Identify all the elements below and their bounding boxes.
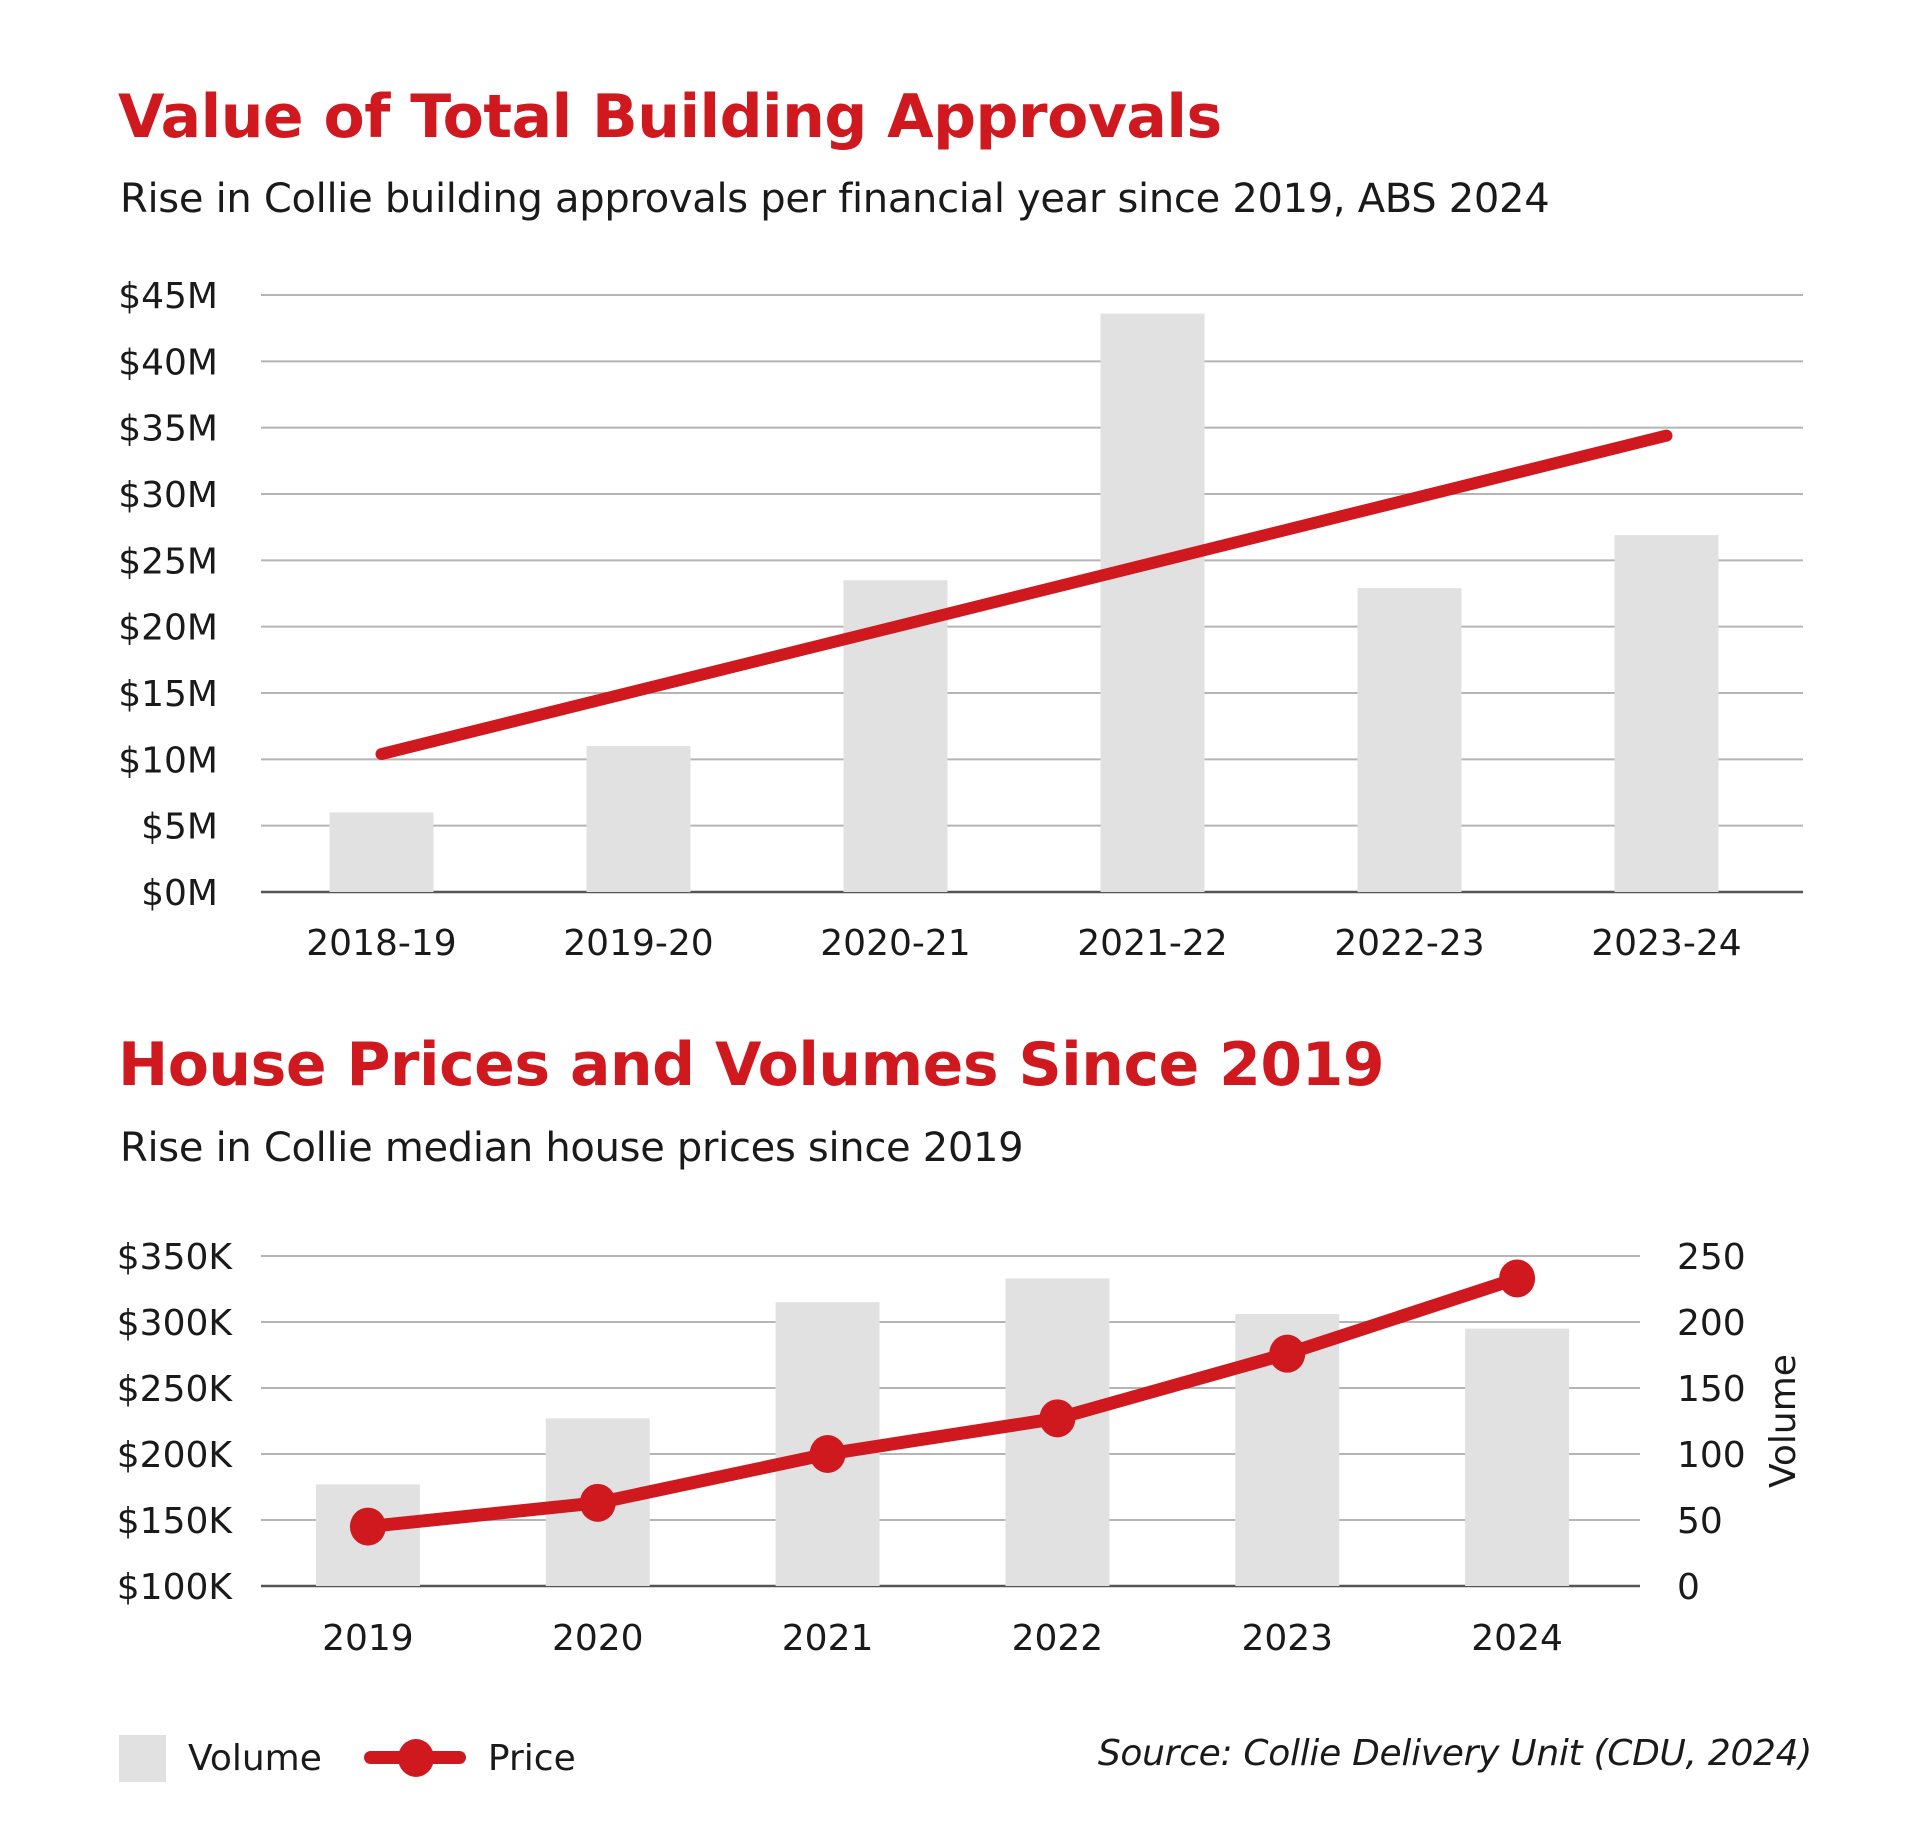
y-left-tick-label: $250K [117,1369,234,1410]
bar [1357,588,1462,892]
y-tick-label: $40M [118,342,218,383]
y-tick-label: $30M [118,475,218,516]
legend-volume-label: Volume [188,1737,322,1779]
x-tick-label: 2021 [782,1618,874,1659]
house-prices-chart: $100K $150K $200K $250K $300K $350K 0 50 100 150 2… [117,1237,1804,1659]
price-marker [1499,1259,1536,1298]
chart2-title: House Prices and Volumes Since 2019 [118,1030,1385,1100]
y-left-tick-label: $150K [117,1501,234,1542]
y-left-tick-label: $200K [117,1435,234,1476]
price-line [361,1271,1524,1534]
y-tick-label: $10M [118,740,218,781]
bar [1100,313,1205,892]
x-tick-label: 2019-20 [563,923,713,964]
y-right-axis-label: Volume [1763,1354,1804,1488]
x-tick-label: 2021-22 [1077,923,1227,964]
chart1-subtitle: Rise in Collie building approvals per fi… [120,176,1550,222]
x-tick-label: 2019 [322,1618,414,1659]
y-tick-label: $5M [141,807,218,848]
source-note: Source: Collie Delivery Unit (CDU, 2024) [1097,1733,1812,1774]
bar [586,746,691,892]
chart1-title: Value of Total Building Approvals [118,82,1222,152]
bar [1614,535,1719,892]
x-tick-label: 2020-21 [820,923,970,964]
y-right-tick-label: 200 [1677,1303,1746,1344]
y-tick-label: $25M [118,541,218,582]
legend-price-marker-icon [363,1730,466,1786]
x-tick-label: 2024 [1471,1618,1563,1659]
y-left-tick-label: $300K [117,1303,234,1344]
legend-volume-swatch [119,1734,166,1782]
x-tick-label: 2023-24 [1591,923,1741,964]
y-right-tick-label: 100 [1677,1435,1746,1476]
y-tick-label: $35M [118,409,218,450]
x-tick-label: 2020 [552,1618,644,1659]
bar [329,812,434,892]
x-tick-label: 2018-19 [306,923,456,964]
y-left-tick-label: $100K [117,1567,234,1608]
price-marker [579,1483,616,1522]
y-left-tick-label: $350K [117,1237,234,1278]
y-right-tick-label: 0 [1677,1567,1700,1608]
price-marker [349,1507,386,1546]
legend-price-label: Price [487,1737,576,1779]
x-tick-label: 2023 [1241,1618,1333,1659]
y-right-tick-label: 150 [1677,1369,1746,1410]
y-tick-label: $0M [141,873,218,914]
y-tick-label: $45M [118,276,218,317]
legend: Volume Price [119,1730,618,1786]
trend-line [375,429,1673,761]
y-right-tick-label: 250 [1677,1237,1746,1278]
chart2-subtitle: Rise in Collie median house prices since… [120,1125,1024,1171]
price-marker [809,1435,846,1473]
building-approvals-chart: $0M $5M $10M $15M $20M $25M $30M $35M $40M $45M 20… [118,276,1803,964]
price-marker [1039,1399,1076,1438]
x-tick-label: 2022-23 [1334,923,1484,964]
y-tick-label: $15M [118,674,218,715]
price-marker [1269,1334,1306,1373]
bar [1465,1328,1570,1586]
x-tick-label: 2022 [1012,1618,1104,1659]
y-right-tick-label: 50 [1677,1501,1723,1542]
y-tick-label: $20M [118,608,218,649]
